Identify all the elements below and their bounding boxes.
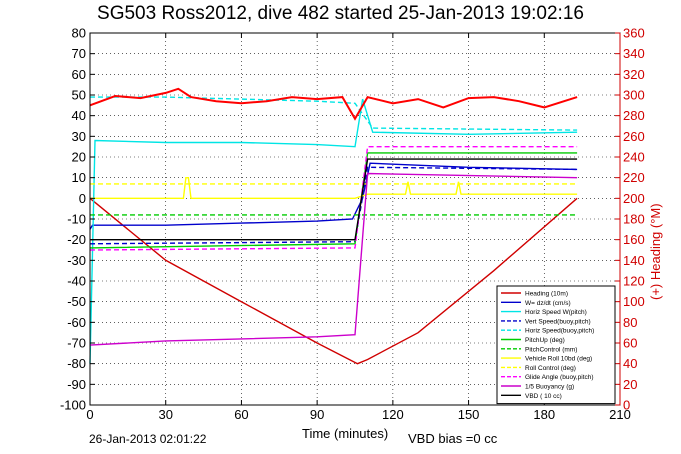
y-tick-label-right: 0 <box>623 398 630 413</box>
legend-label: Horiz Speed(buoy,pitch) <box>525 328 594 335</box>
y-tick-label-right: 100 <box>623 294 645 309</box>
legend-box <box>496 285 616 405</box>
legend-label: VBD ( 10 cc) <box>525 393 562 400</box>
series-line-10 <box>89 172 578 346</box>
y-axis-label-right: (+) Heading (°M) <box>648 203 663 300</box>
y-tick-label-left: -100 <box>60 398 86 413</box>
x-tick-label: 210 <box>609 407 631 422</box>
y-tick-label-left: -30 <box>67 253 86 268</box>
x-tick-label: 180 <box>533 407 555 422</box>
x-tick-label: 150 <box>458 407 480 422</box>
y-tick-label-left: -50 <box>67 294 86 309</box>
x-axis-label: Time (minutes) <box>302 426 389 441</box>
y-tick-label-left: -40 <box>67 274 86 289</box>
y-tick-label-left: 70 <box>72 46 86 61</box>
vbd-bias-label: VBD bias =0 cc <box>408 431 498 446</box>
y-tick-label-right: 220 <box>623 170 645 185</box>
series-line-0 <box>89 197 578 365</box>
y-tick-label-right: 260 <box>623 129 645 144</box>
series-line-3 <box>89 166 578 245</box>
chart-title: SG503 Ross2012, dive 482 started 25-Jan-… <box>97 3 584 24</box>
legend-label: Vehicle Roll 10bd (deg) <box>525 356 592 363</box>
y-tick-label-left: -20 <box>67 232 86 247</box>
y-tick-label-left: 50 <box>72 88 86 103</box>
x-tick-label: 30 <box>158 407 172 422</box>
y-tick-label-right: 140 <box>623 253 645 268</box>
y-tick-label-right: 180 <box>623 212 645 227</box>
y-tick-label-left: -90 <box>67 377 86 392</box>
series-line-11 <box>90 158 578 241</box>
y-tick-label-left: 20 <box>72 150 86 165</box>
y-tick-label-right: 20 <box>623 377 637 392</box>
y-tick-label-left: -70 <box>67 336 86 351</box>
y-tick-label-left: -60 <box>67 315 86 330</box>
x-tick-label: 120 <box>382 407 404 422</box>
legend-label: Horiz Speed W(pitch) <box>525 309 587 316</box>
legend-label: Roll Control (deg) <box>525 365 576 372</box>
x-tick-label: 0 <box>86 407 93 422</box>
y-tick-label-right: 120 <box>623 274 645 289</box>
y-tick-label-right: 360 <box>623 26 645 41</box>
y-tick-label-left: 80 <box>72 26 86 41</box>
y-tick-label-left: 30 <box>72 129 86 144</box>
y-tick-label-left: 40 <box>72 108 86 123</box>
y-tick-label-right: 340 <box>623 46 645 61</box>
y-tick-label-right: 300 <box>623 88 645 103</box>
legend-label: PitchControl (mm) <box>525 346 577 353</box>
y-tick-label-right: 60 <box>623 336 637 351</box>
y-tick-label-left: -10 <box>67 212 86 227</box>
y-tick-label-right: 40 <box>623 356 637 371</box>
legend-label: Glide Angle (buoy,pitch) <box>525 374 594 381</box>
y-tick-label-left: -80 <box>67 356 86 371</box>
y-tick-label-right: 200 <box>623 191 645 206</box>
series-line-2 <box>89 98 578 364</box>
series-line-4 <box>90 96 578 131</box>
legend-label: 1/5 Buoyancy (g) <box>525 384 574 391</box>
y-tick-label-right: 80 <box>623 315 637 330</box>
legend-label: PitchUp (deg) <box>525 337 565 344</box>
legend-label: W= dz/dt (cm/s) <box>525 300 571 307</box>
y-tick-label-right: 320 <box>623 67 645 82</box>
y-tick-label-right: 280 <box>623 108 645 123</box>
y-tick-label-left: 60 <box>72 67 86 82</box>
x-tick-label: 60 <box>234 407 248 422</box>
series-line-12 <box>89 87 578 121</box>
legend-label: Heading (10m) <box>525 291 568 298</box>
x-tick-label: 90 <box>310 407 324 422</box>
y-tick-label-right: 240 <box>623 150 645 165</box>
y-tick-label-left: 0 <box>79 191 86 206</box>
end-timestamp: 26-Jan-2013 02:01:22 <box>89 432 207 446</box>
series-line-1 <box>89 162 578 230</box>
y-tick-label-right: 160 <box>623 232 645 247</box>
y-tick-label-left: 10 <box>72 170 86 185</box>
legend-label: Vert Speed(buoy,pitch) <box>525 318 591 325</box>
